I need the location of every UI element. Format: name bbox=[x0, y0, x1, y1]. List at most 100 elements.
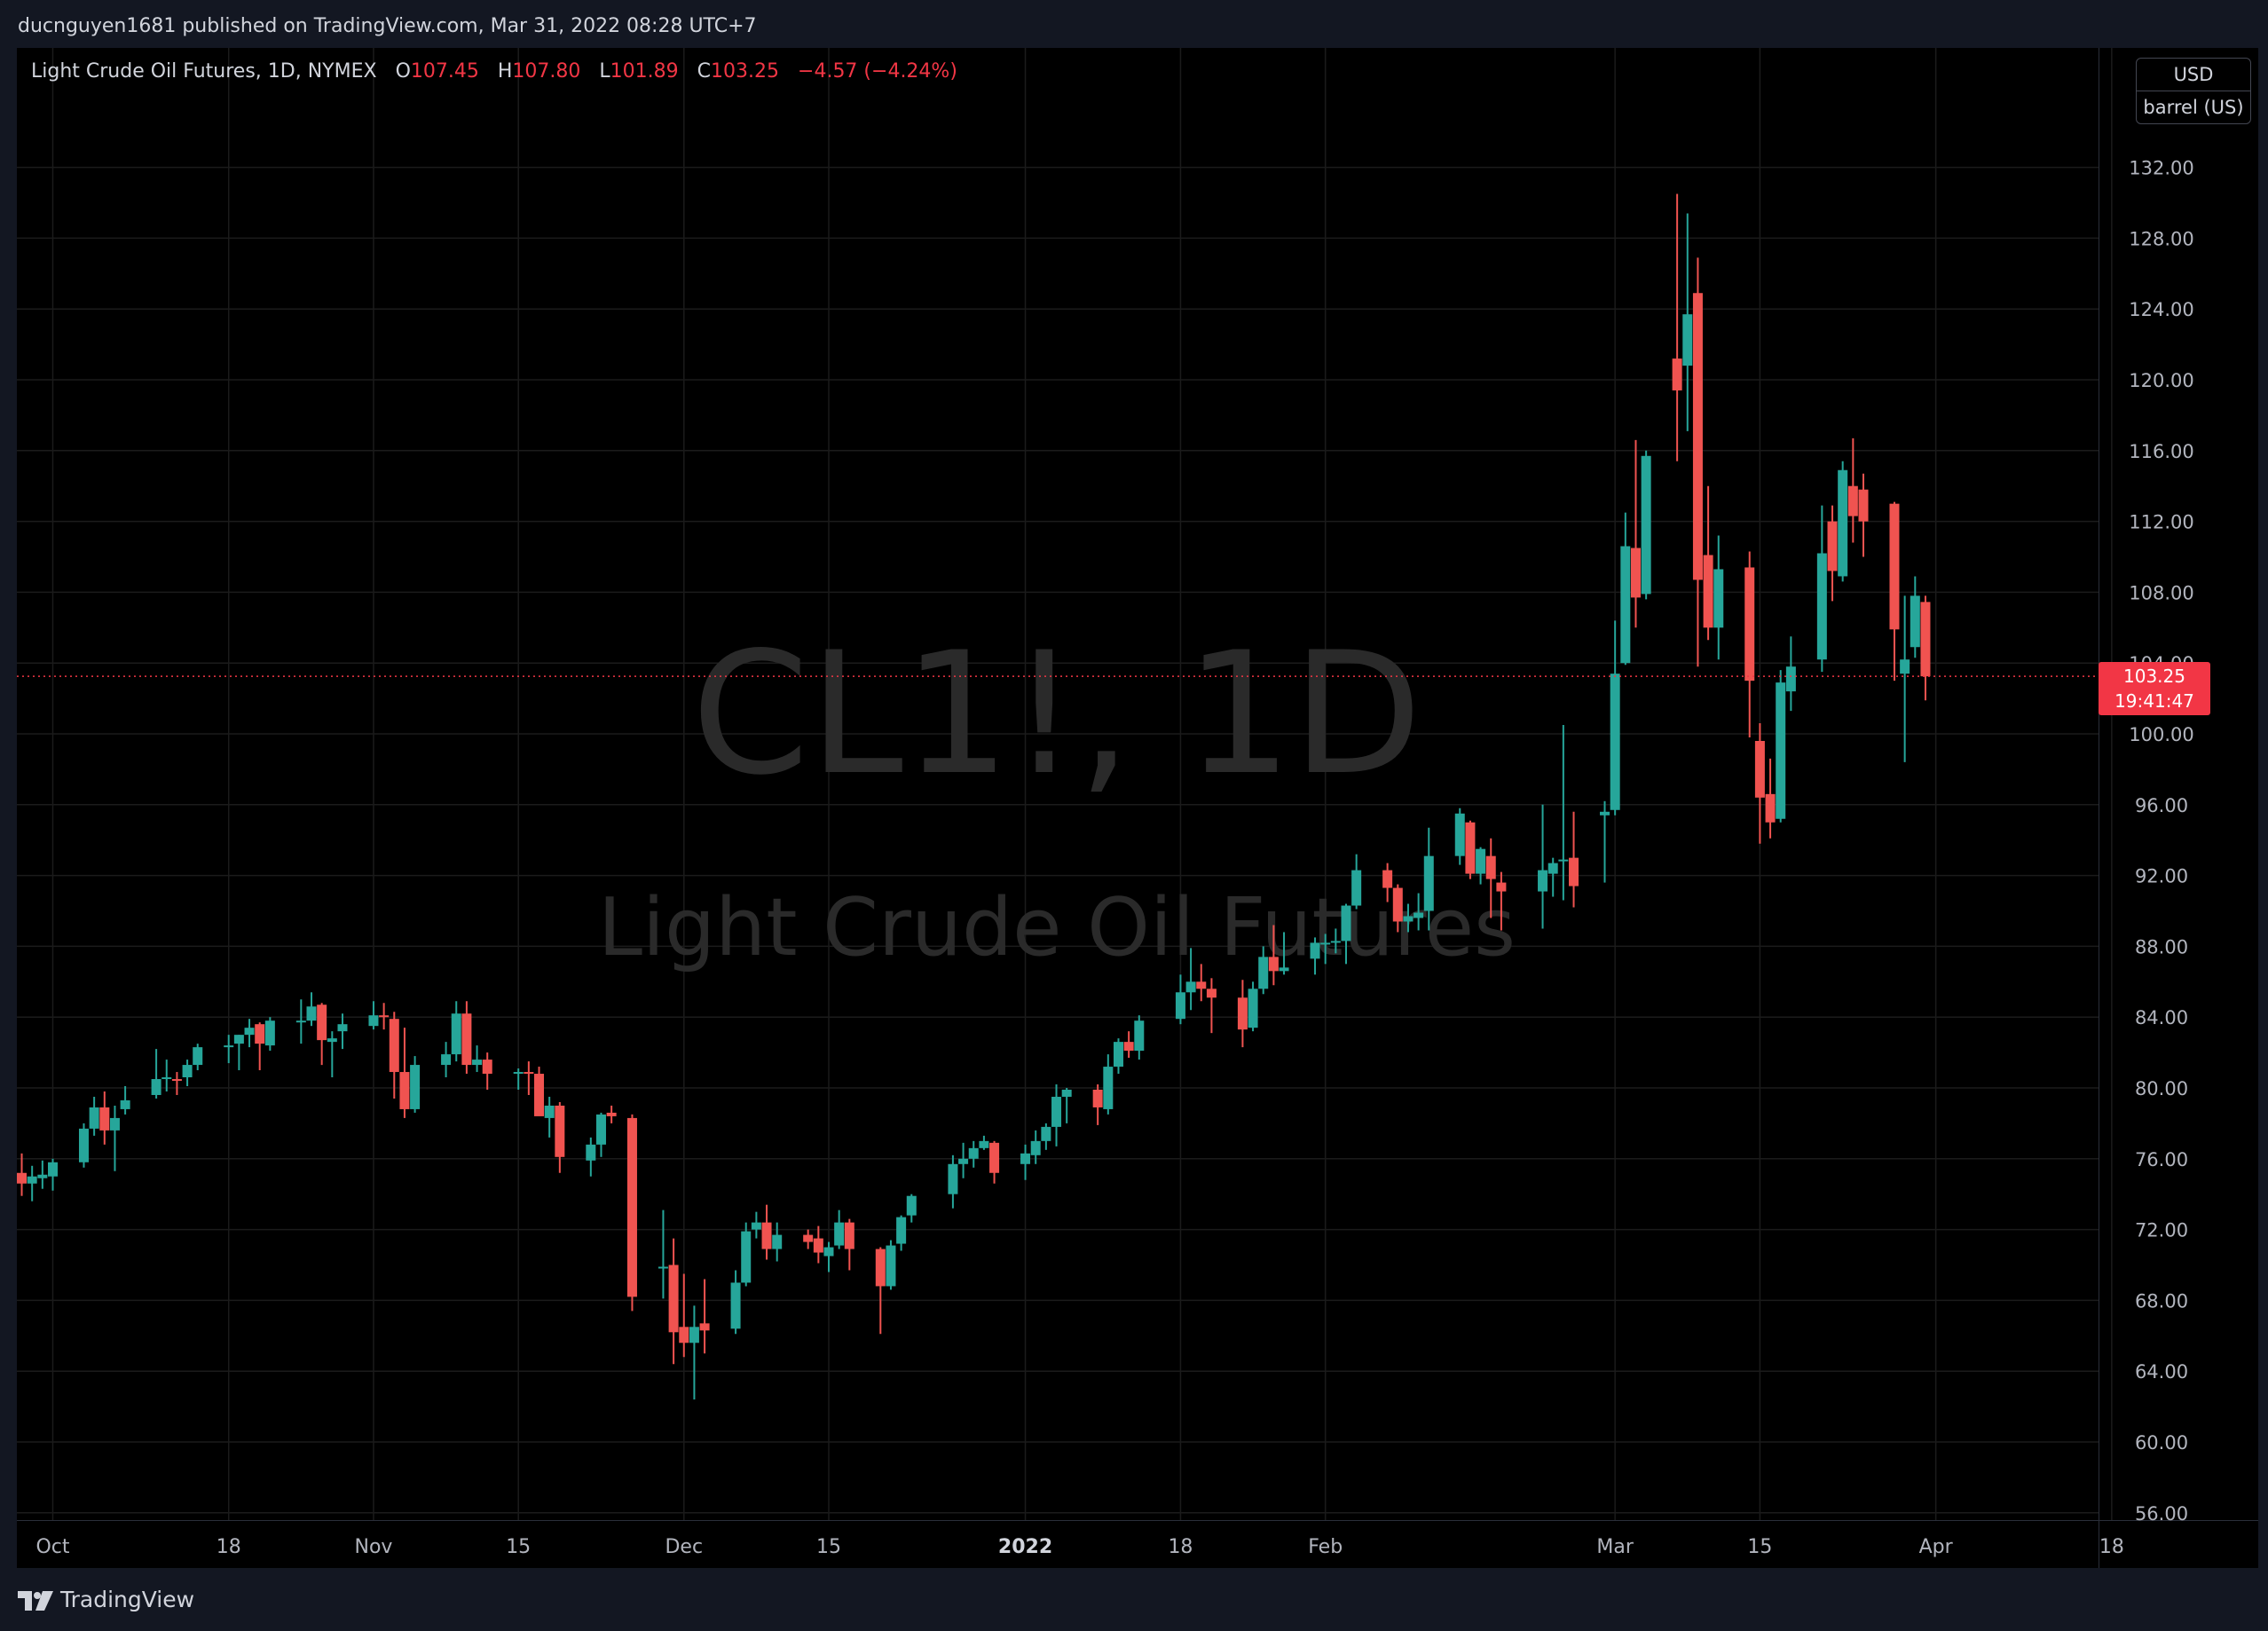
candle[interactable] bbox=[1703, 485, 1713, 641]
candle[interactable] bbox=[244, 1019, 255, 1048]
candle[interactable] bbox=[1569, 811, 1579, 908]
candle[interactable] bbox=[37, 1160, 48, 1189]
candle[interactable] bbox=[730, 1270, 741, 1335]
candle[interactable] bbox=[327, 1031, 337, 1078]
candle[interactable] bbox=[875, 1247, 886, 1335]
candle[interactable] bbox=[958, 1142, 969, 1178]
candle[interactable] bbox=[482, 1052, 492, 1090]
candle[interactable] bbox=[233, 1035, 244, 1071]
candle[interactable] bbox=[1206, 978, 1217, 1034]
candle[interactable] bbox=[1423, 827, 1434, 931]
candle[interactable] bbox=[1465, 820, 1476, 879]
candle[interactable] bbox=[182, 1060, 193, 1087]
candle[interactable] bbox=[979, 1135, 989, 1150]
candle[interactable] bbox=[803, 1229, 814, 1249]
candle[interactable] bbox=[1672, 193, 1682, 461]
candle[interactable] bbox=[1237, 980, 1248, 1048]
candle[interactable] bbox=[368, 1001, 379, 1030]
candle[interactable] bbox=[606, 1105, 617, 1123]
candle[interactable] bbox=[1185, 948, 1196, 1011]
candle[interactable] bbox=[1330, 928, 1341, 954]
chart-frame[interactable]: CL1!, 1D Light Crude Oil Futures 56.00 60… bbox=[17, 48, 2258, 1568]
candle[interactable] bbox=[1092, 1084, 1103, 1125]
candle[interactable] bbox=[1113, 1038, 1123, 1075]
candle[interactable] bbox=[658, 1209, 668, 1299]
candle[interactable] bbox=[78, 1123, 89, 1168]
candle[interactable] bbox=[193, 1044, 203, 1071]
candle[interactable] bbox=[1538, 804, 1548, 929]
candle[interactable] bbox=[379, 1003, 390, 1030]
candle[interactable] bbox=[1920, 595, 1931, 701]
candle[interactable] bbox=[741, 1222, 752, 1287]
candle[interactable] bbox=[1713, 535, 1724, 660]
candle[interactable] bbox=[410, 1056, 421, 1113]
candle[interactable] bbox=[255, 1022, 265, 1071]
candle[interactable] bbox=[989, 1140, 1000, 1184]
candle[interactable] bbox=[295, 999, 306, 1044]
candle[interactable] bbox=[171, 1072, 182, 1095]
candle[interactable] bbox=[1641, 450, 1651, 600]
candle[interactable] bbox=[555, 1101, 565, 1173]
candle[interactable] bbox=[109, 1105, 120, 1171]
candle[interactable] bbox=[1692, 257, 1703, 667]
candle[interactable] bbox=[886, 1240, 896, 1290]
candle[interactable] bbox=[151, 1049, 161, 1099]
candle[interactable] bbox=[1910, 576, 1920, 658]
candle[interactable] bbox=[89, 1096, 99, 1136]
candle[interactable] bbox=[306, 992, 317, 1027]
candle[interactable] bbox=[1414, 893, 1424, 931]
candle[interactable] bbox=[896, 1215, 907, 1251]
candlestick-chart[interactable]: CL1!, 1D Light Crude Oil Futures 56.00 60… bbox=[17, 48, 2258, 1568]
candle[interactable] bbox=[17, 1153, 28, 1196]
candle[interactable] bbox=[399, 1028, 410, 1118]
currency-label[interactable]: USD bbox=[2173, 64, 2214, 85]
candle[interactable] bbox=[689, 1305, 699, 1400]
candle[interactable] bbox=[1248, 981, 1258, 1032]
candle[interactable] bbox=[1030, 1130, 1041, 1164]
candle[interactable] bbox=[1041, 1123, 1051, 1150]
candle[interactable] bbox=[1103, 1054, 1114, 1115]
candle[interactable] bbox=[1454, 808, 1465, 865]
candle[interactable] bbox=[1382, 863, 1393, 902]
candle[interactable] bbox=[1847, 437, 1858, 543]
candle[interactable] bbox=[1816, 505, 1827, 673]
candle[interactable] bbox=[1785, 636, 1796, 712]
candle[interactable] bbox=[1600, 800, 1610, 883]
candle[interactable] bbox=[1268, 925, 1279, 986]
footer-brand[interactable]: TradingView bbox=[18, 1581, 194, 1619]
candle[interactable] bbox=[120, 1086, 130, 1115]
unit-label[interactable]: barrel (US) bbox=[2137, 91, 2250, 123]
candle[interactable] bbox=[337, 1013, 348, 1050]
candle[interactable] bbox=[1258, 946, 1269, 995]
candle[interactable] bbox=[1196, 964, 1207, 1002]
candle[interactable] bbox=[948, 1154, 958, 1209]
candle[interactable] bbox=[761, 1204, 772, 1260]
candle[interactable] bbox=[751, 1211, 761, 1239]
candle[interactable] bbox=[1765, 758, 1776, 839]
candle[interactable] bbox=[1744, 551, 1755, 737]
currency-unit-selector[interactable]: USD barrel (US) bbox=[2136, 58, 2251, 124]
candle[interactable] bbox=[1610, 620, 1620, 816]
candle[interactable] bbox=[1620, 512, 1631, 666]
candle[interactable] bbox=[472, 1045, 483, 1073]
candle[interactable] bbox=[699, 1279, 710, 1354]
candle[interactable] bbox=[1403, 903, 1414, 933]
candle[interactable] bbox=[1682, 213, 1693, 431]
candle[interactable] bbox=[317, 1003, 327, 1066]
candle[interactable] bbox=[1061, 1088, 1072, 1123]
candle[interactable] bbox=[595, 1112, 606, 1157]
candle[interactable] bbox=[679, 1273, 689, 1358]
candle[interactable] bbox=[534, 1067, 545, 1116]
candle[interactable] bbox=[823, 1241, 834, 1272]
candle[interactable] bbox=[1496, 871, 1507, 931]
candle[interactable] bbox=[1754, 723, 1765, 844]
candle[interactable] bbox=[48, 1158, 58, 1191]
candle[interactable] bbox=[1630, 439, 1641, 628]
candle[interactable] bbox=[1838, 461, 1848, 582]
candle[interactable] bbox=[586, 1137, 596, 1177]
candle[interactable] bbox=[844, 1218, 854, 1271]
candle[interactable] bbox=[224, 1035, 234, 1064]
candle[interactable] bbox=[968, 1140, 979, 1168]
candle[interactable] bbox=[1123, 1031, 1134, 1059]
candle[interactable] bbox=[1175, 974, 1185, 1025]
